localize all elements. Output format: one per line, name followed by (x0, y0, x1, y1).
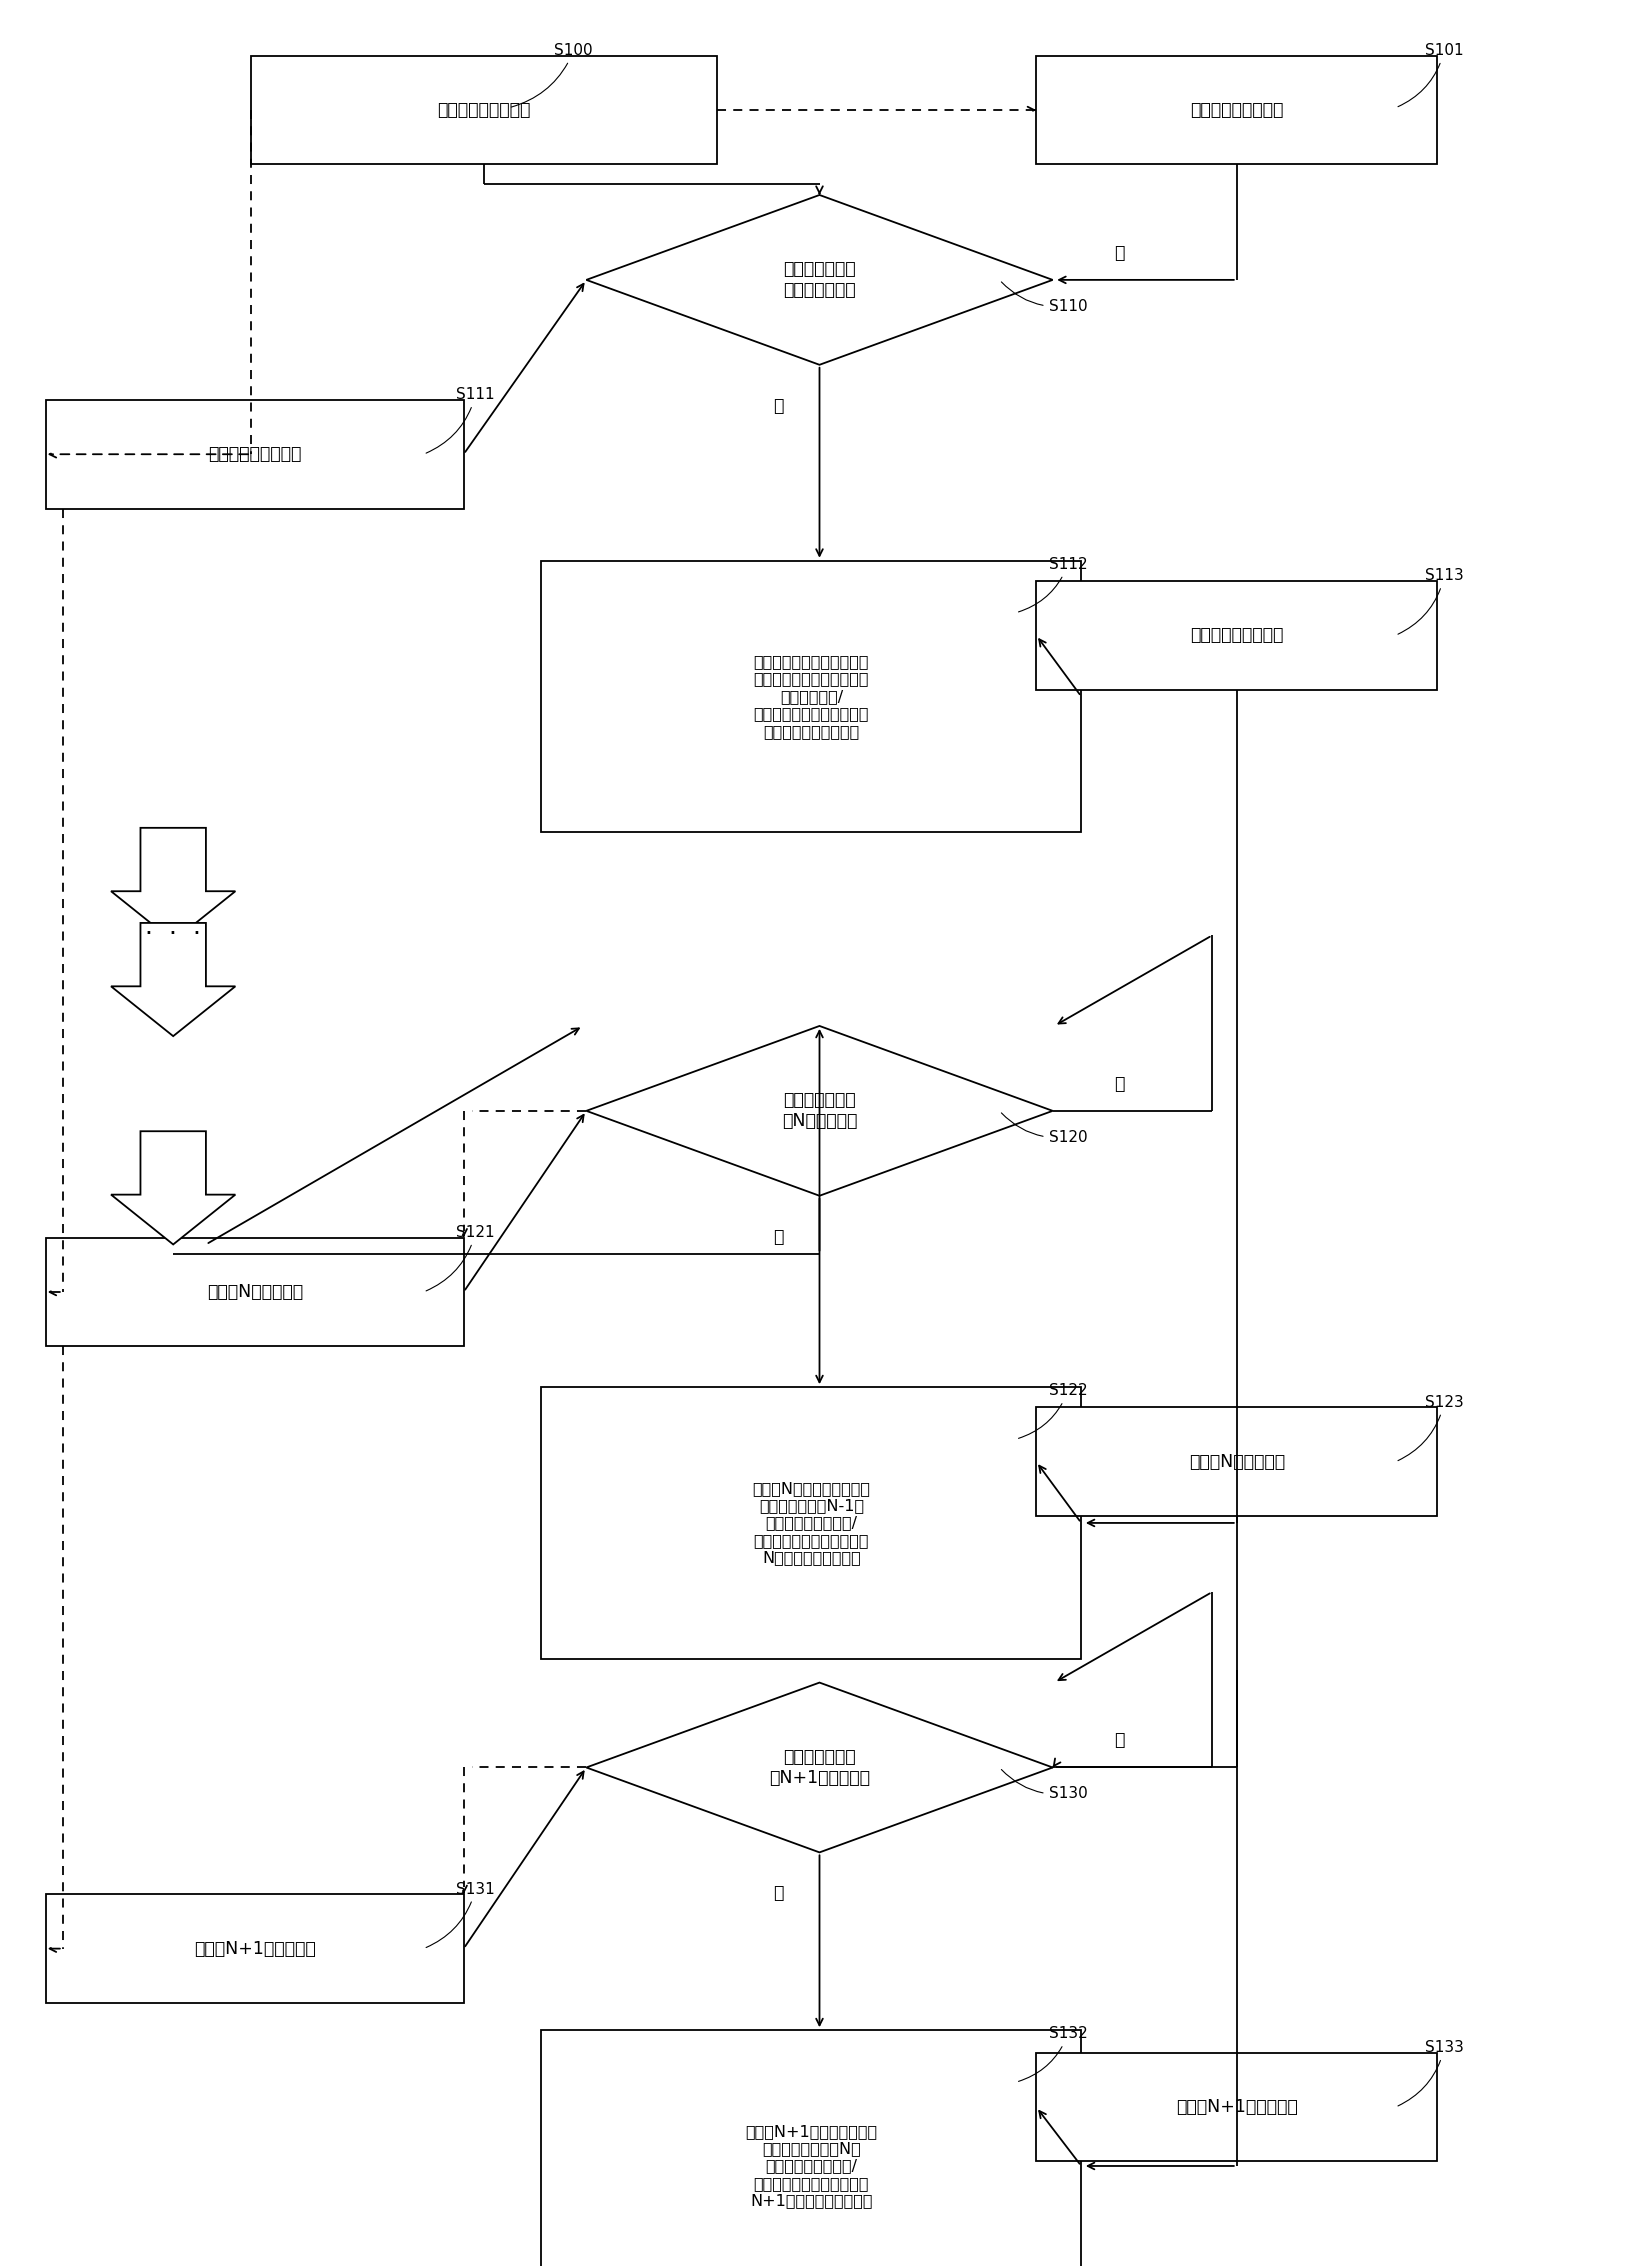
Text: 执行第二页的页同步: 执行第二页的页同步 (1190, 626, 1283, 644)
Bar (541, 2031, 1082, 2267)
Text: S111: S111 (426, 388, 495, 453)
Text: S122: S122 (1018, 1383, 1087, 1437)
Bar (1036, 1408, 1437, 1517)
Text: S133: S133 (1398, 2040, 1464, 2106)
Text: 是: 是 (774, 1226, 783, 1245)
Bar (541, 1387, 1082, 1659)
Text: 接收第N页的页数据: 接收第N页的页数据 (207, 1283, 303, 1301)
Text: 执行第N+1页的页同步: 执行第N+1页的页同步 (1175, 2099, 1298, 2115)
Text: S123: S123 (1398, 1394, 1464, 1460)
Text: S113: S113 (1398, 569, 1464, 635)
Text: S101: S101 (1398, 43, 1464, 107)
Text: 监控是否接收到
第N+1页的页数据: 监控是否接收到 第N+1页的页数据 (769, 1748, 870, 1786)
Text: 否: 否 (1115, 1075, 1124, 1093)
Text: S110: S110 (1001, 281, 1087, 313)
Bar (46, 399, 464, 508)
Text: 根据第二页的页数据的接收
时刻，以及，第一页的页同
步发起时刻和/
或页同步结束时刻，计算第
二页的页同步发起时刻: 根据第二页的页数据的接收 时刻，以及，第一页的页同 步发起时刻和/ 或页同步结束… (754, 655, 869, 739)
Polygon shape (111, 1131, 236, 1245)
Bar (541, 560, 1082, 832)
Text: S100: S100 (511, 43, 593, 107)
Text: 否: 否 (1115, 1732, 1124, 1750)
Text: 根据第N+1页的页数据的接
收时刻，以及，第N页
的页同步发起时刻和/
或页同步结束时刻，计算第
N+1页的页同步发起时刻: 根据第N+1页的页数据的接 收时刻，以及，第N页 的页同步发起时刻和/ 或页同步… (746, 2124, 877, 2208)
Text: 执行第N页的页同步: 执行第N页的页同步 (1188, 1453, 1285, 1471)
Polygon shape (111, 827, 236, 941)
Text: 执行第一页的页同步: 执行第一页的页同步 (1190, 102, 1283, 120)
Polygon shape (587, 195, 1052, 365)
Bar (1036, 57, 1437, 165)
Polygon shape (587, 1027, 1052, 1195)
Bar (1036, 580, 1437, 689)
Text: 是: 是 (774, 1884, 783, 1902)
Polygon shape (111, 923, 236, 1036)
Text: ·  ·  ·: · · · (146, 923, 202, 945)
Polygon shape (587, 1682, 1052, 1852)
Bar (46, 1238, 464, 1347)
Text: 接收第二页的页数据: 接收第二页的页数据 (208, 444, 302, 462)
Text: 接收第一页的页数据: 接收第一页的页数据 (438, 102, 531, 120)
Text: S112: S112 (1018, 558, 1087, 612)
Text: 接收第N+1页的页数据: 接收第N+1页的页数据 (193, 1941, 316, 1959)
Text: 是: 是 (774, 397, 783, 415)
Text: S131: S131 (426, 1882, 495, 1947)
Text: 否: 否 (1115, 245, 1124, 261)
Text: S120: S120 (1001, 1113, 1087, 1145)
Bar (1036, 2054, 1437, 2160)
Text: S132: S132 (1018, 2027, 1087, 2081)
Text: 监控是否接收到
第二页的页数据: 监控是否接收到 第二页的页数据 (783, 261, 856, 299)
Bar (251, 57, 718, 165)
Text: S121: S121 (426, 1224, 495, 1290)
Text: 根据第N页的页数据的接收
时刻，以及，第N-1页
的页同步发起时刻和/
或页同步结束时刻，计算第
N页的页同步发起时刻: 根据第N页的页数据的接收 时刻，以及，第N-1页 的页同步发起时刻和/ 或页同步… (752, 1480, 870, 1564)
Text: S130: S130 (1001, 1771, 1087, 1802)
Bar (46, 1895, 464, 2004)
Text: 监控是否接收到
第N页的页数据: 监控是否接收到 第N页的页数据 (782, 1090, 857, 1131)
